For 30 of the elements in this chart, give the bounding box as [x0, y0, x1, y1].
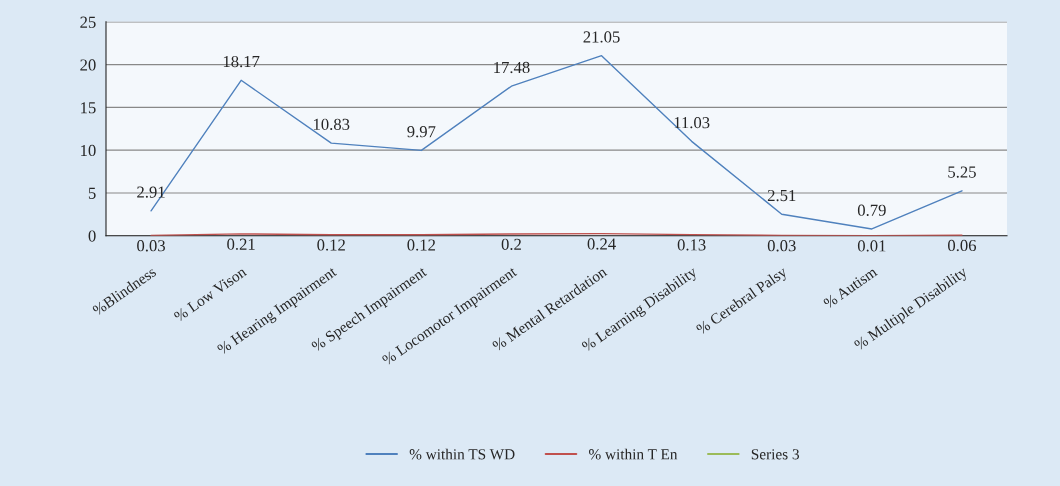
- data-label: 2.51: [767, 189, 796, 202]
- y-tick-label: 5: [88, 187, 96, 199]
- data-label: 0.01: [857, 240, 886, 252]
- y-tick-label: 20: [80, 59, 96, 71]
- data-label: 17.48: [494, 61, 530, 74]
- data-label: 0.24: [587, 238, 616, 250]
- legend-label: Series 3: [751, 449, 800, 460]
- data-label: 11.03: [674, 117, 710, 129]
- data-label: 18.17: [223, 55, 260, 68]
- data-label: 0.2: [501, 238, 521, 250]
- legend-label: % within TS WD: [409, 448, 515, 460]
- data-label: 0.03: [767, 240, 796, 252]
- y-tick-label: 15: [81, 102, 96, 114]
- data-label: 0.79: [857, 204, 886, 216]
- data-label: 10.83: [313, 118, 350, 131]
- y-tick-label: 0: [88, 230, 96, 242]
- x-tick-label: % Low Vison: [173, 266, 248, 323]
- data-label: 0.03: [137, 240, 165, 252]
- data-label: 21.05: [583, 31, 620, 43]
- legend-label: % within T En: [589, 448, 678, 460]
- y-tick-label: 10: [81, 144, 96, 157]
- data-label: 0.21: [227, 238, 255, 250]
- data-label: 2.91: [137, 186, 165, 198]
- y-tick-label: 25: [80, 16, 96, 28]
- data-label: 0.12: [407, 239, 436, 251]
- data-label: 5.25: [948, 166, 976, 178]
- data-label: 0.06: [948, 239, 977, 252]
- data-label: 9.97: [407, 126, 436, 138]
- data-label: 0.13: [677, 239, 706, 251]
- data-label: 0.12: [317, 239, 345, 251]
